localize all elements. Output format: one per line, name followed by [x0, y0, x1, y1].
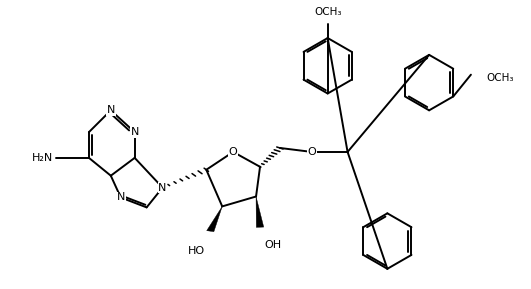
Text: OH: OH: [264, 240, 281, 250]
Text: N: N: [107, 105, 115, 115]
Text: N: N: [131, 127, 139, 137]
Text: OCH₃: OCH₃: [487, 73, 515, 83]
Text: H₂N: H₂N: [32, 153, 54, 163]
Polygon shape: [207, 206, 222, 232]
Polygon shape: [256, 197, 264, 227]
Text: N: N: [117, 192, 125, 203]
Text: O: O: [229, 147, 237, 157]
Text: HO: HO: [188, 246, 205, 256]
Text: N: N: [158, 183, 167, 192]
Text: O: O: [307, 147, 316, 157]
Text: OCH₃: OCH₃: [314, 7, 341, 17]
